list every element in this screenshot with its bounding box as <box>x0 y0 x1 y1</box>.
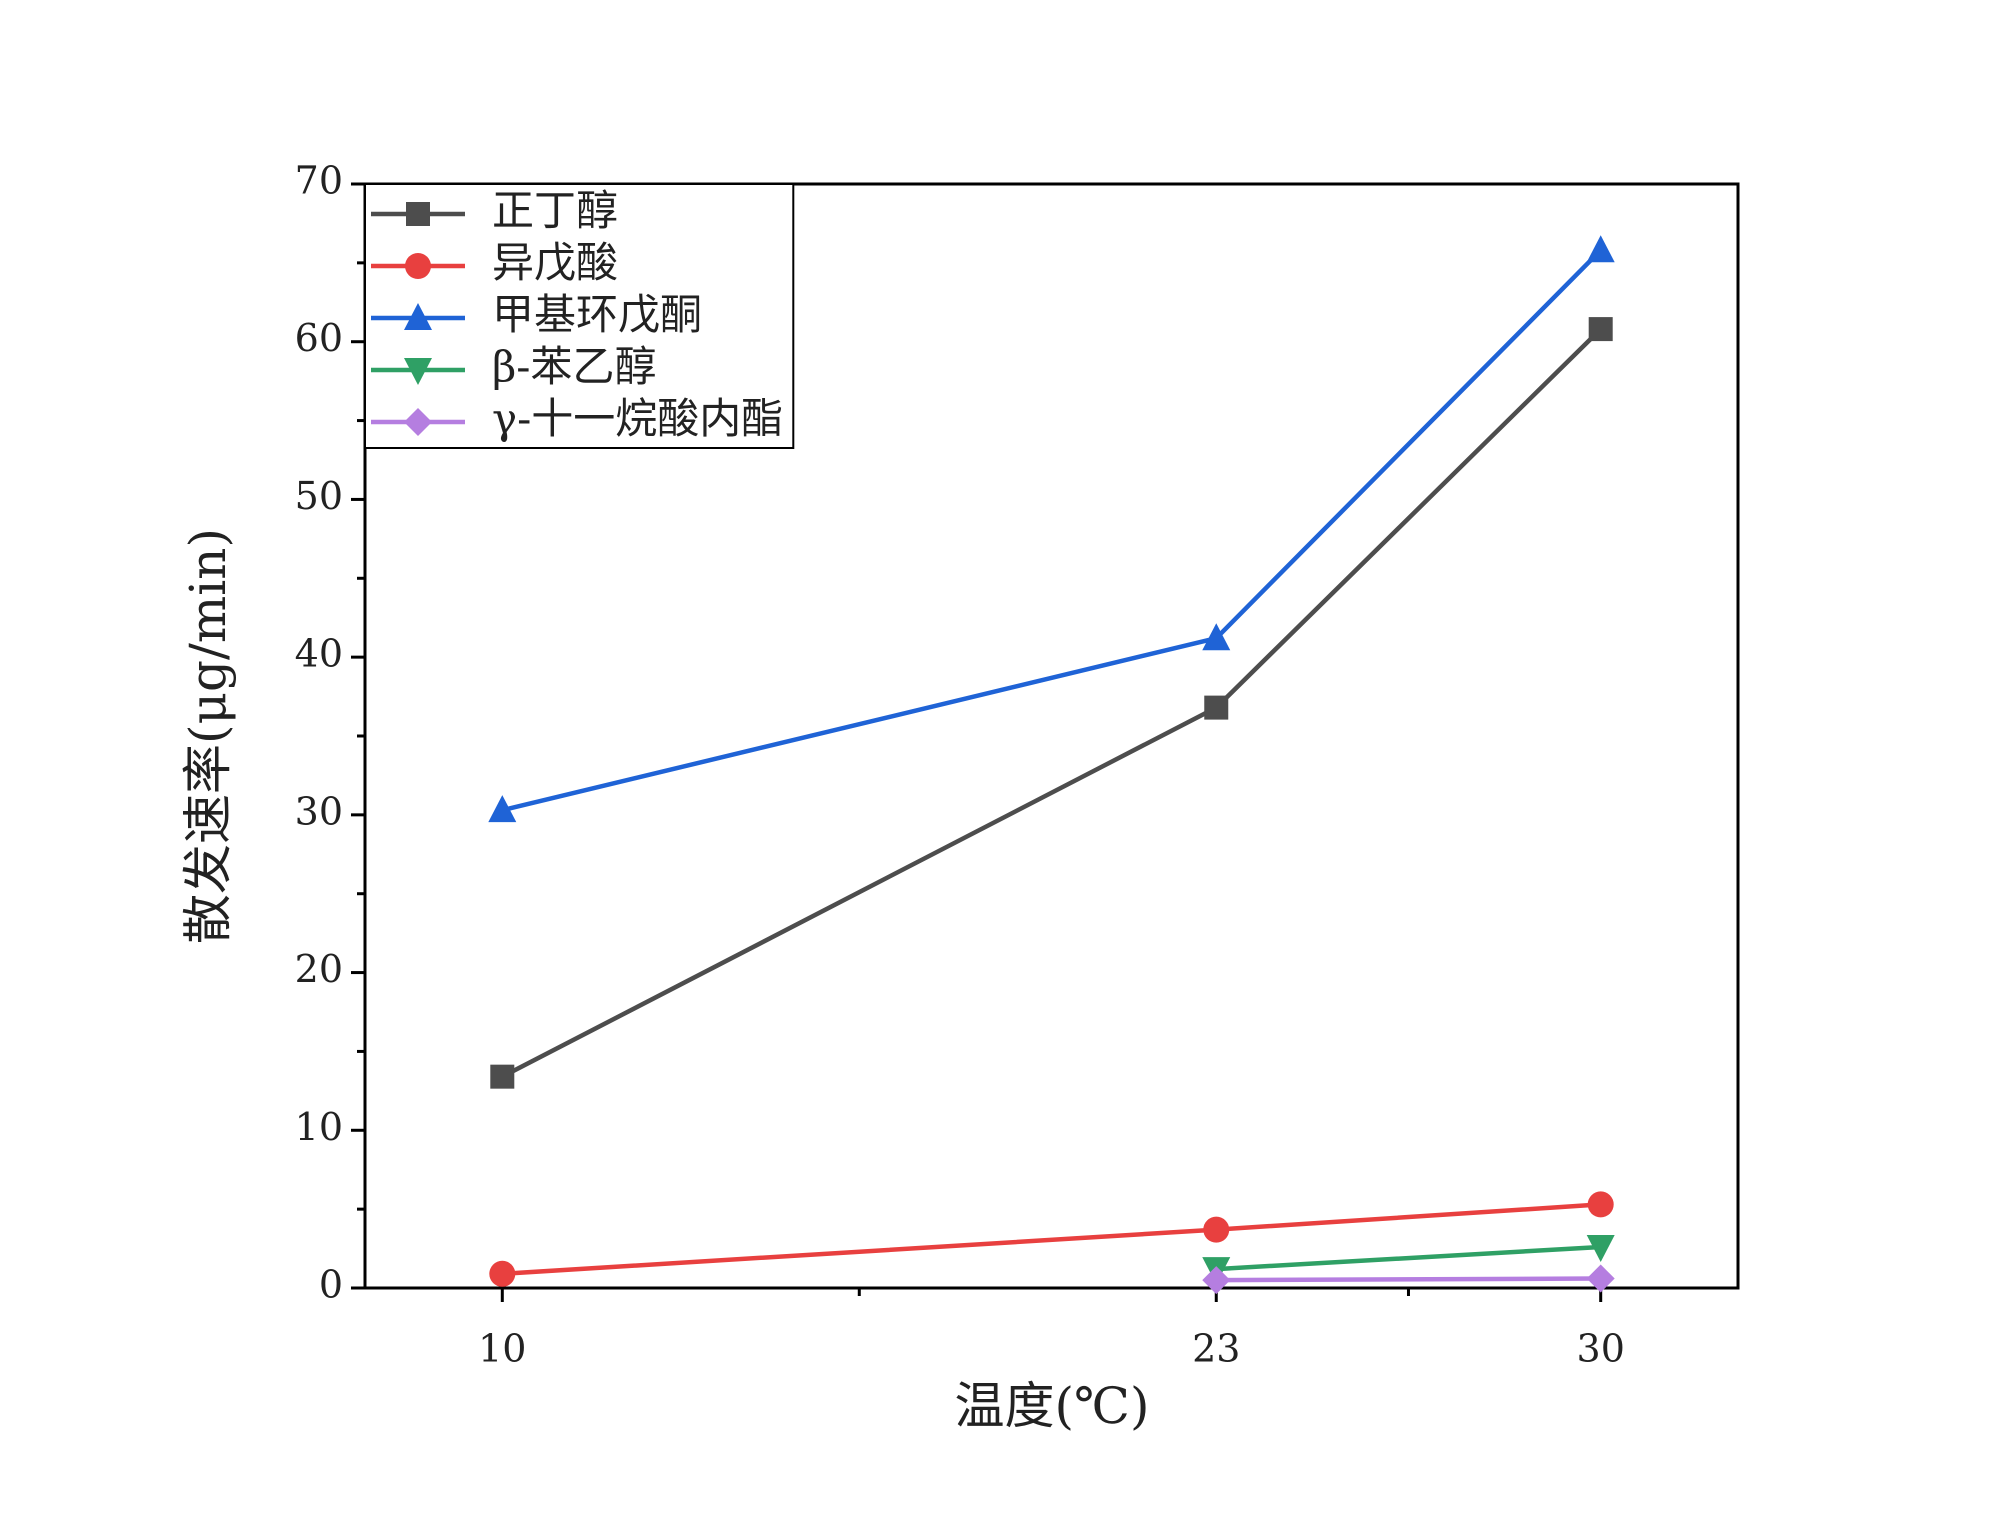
legend-marker <box>404 303 432 330</box>
data-point <box>1203 1216 1230 1243</box>
legend-label: 异戊酸 <box>492 238 618 287</box>
legend-label: 甲基环戊酮 <box>492 290 702 339</box>
data-point <box>1586 235 1615 263</box>
data-point <box>490 1064 515 1089</box>
data-point <box>1202 1266 1231 1295</box>
legend-label: β-苯乙醇 <box>492 342 656 391</box>
data-point <box>1587 1191 1614 1218</box>
series-line <box>1216 1276 1601 1283</box>
legend-marker <box>404 408 432 436</box>
y-tick-label: 50 <box>295 474 343 518</box>
x-axis-title: 温度(℃) <box>955 1377 1150 1435</box>
data-point <box>489 1260 516 1287</box>
x-tick-label: 30 <box>1577 1327 1625 1371</box>
y-tick-label: 60 <box>295 316 343 360</box>
data-point <box>1586 1234 1615 1262</box>
data-point <box>1202 623 1231 651</box>
legend-label: γ-十一烷酸内酯 <box>492 394 783 443</box>
y-tick-label: 20 <box>295 947 343 991</box>
series-line <box>502 1202 1601 1277</box>
y-tick-label: 70 <box>295 159 343 203</box>
x-tick-label: 23 <box>1192 1327 1240 1371</box>
data-point <box>488 795 517 823</box>
data-point <box>1588 317 1613 342</box>
legend-marker <box>406 202 430 226</box>
legend-marker <box>405 253 431 279</box>
data-point <box>1586 1264 1615 1293</box>
x-tick-label: 10 <box>478 1327 526 1371</box>
legend-marker <box>404 358 432 385</box>
legend-label: 正丁醇 <box>492 186 618 235</box>
y-tick-label: 40 <box>295 632 343 676</box>
y-tick-label: 0 <box>319 1263 343 1307</box>
data-point <box>1204 695 1229 720</box>
series-line <box>1216 1244 1601 1272</box>
y-tick-label: 30 <box>295 789 343 833</box>
y-tick-label: 10 <box>295 1105 343 1149</box>
y-axis-title: 散发速率(μg/min) <box>179 528 237 944</box>
